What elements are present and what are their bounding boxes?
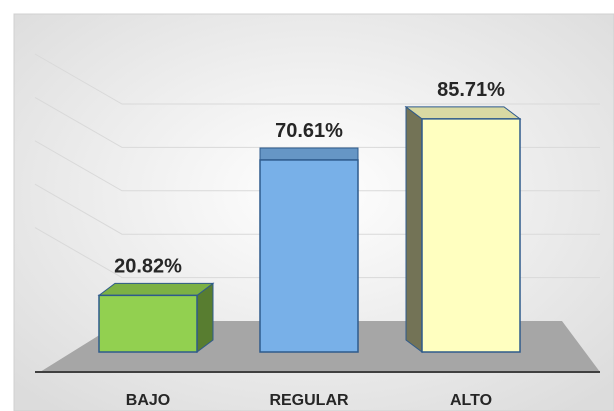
bar-top bbox=[97, 282, 215, 296]
bar bbox=[97, 282, 215, 353]
bar bbox=[259, 147, 359, 353]
bar bbox=[404, 105, 522, 353]
x-tick-label: REGULAR bbox=[269, 392, 349, 409]
value-label: 20.82% bbox=[114, 256, 182, 278]
bar-top bbox=[259, 147, 359, 161]
grid-line bbox=[34, 53, 600, 105]
bar-side bbox=[405, 105, 423, 353]
bar-front bbox=[259, 159, 359, 353]
bar-front bbox=[421, 118, 521, 353]
value-label: 70.61% bbox=[275, 120, 343, 142]
x-tick-label: ALTO bbox=[450, 392, 492, 409]
bar-front bbox=[98, 294, 198, 353]
bar-top bbox=[404, 106, 522, 120]
x-tick-label: BAJO bbox=[126, 392, 170, 409]
value-label: 85.71% bbox=[437, 79, 505, 101]
